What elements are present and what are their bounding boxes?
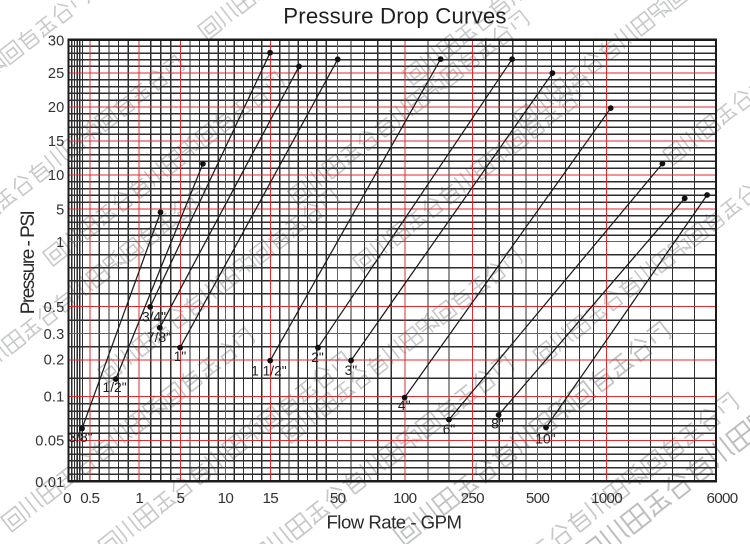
svg-text:1": 1" [174,349,187,364]
svg-text:1/2": 1/2" [103,380,127,395]
svg-text:0.01: 0.01 [35,475,64,491]
svg-text:1: 1 [135,490,143,507]
svg-text:50: 50 [330,490,346,507]
svg-text:15: 15 [48,134,65,150]
svg-text:3/4": 3/4" [142,309,166,324]
svg-text:10": 10" [535,432,555,447]
svg-text:0: 0 [63,490,71,507]
svg-text:0.3: 0.3 [44,327,65,343]
svg-text:Flow Rate - GPM: Flow Rate - GPM [326,512,461,533]
svg-text:1: 1 [56,235,64,251]
svg-text:25: 25 [48,66,65,82]
svg-text:0.2: 0.2 [44,353,65,369]
svg-text:15: 15 [263,490,279,507]
svg-text:7/8": 7/8" [147,330,171,345]
svg-text:2": 2" [311,350,324,365]
svg-text:20: 20 [48,100,65,116]
svg-text:30: 30 [48,33,65,49]
svg-text:0.5: 0.5 [80,490,99,507]
svg-text:5: 5 [56,203,64,219]
svg-text:500: 500 [526,490,549,507]
svg-text:5: 5 [177,490,185,507]
svg-text:Pressure Drop Curves: Pressure Drop Curves [283,4,506,29]
svg-text:3/8": 3/8" [68,430,92,445]
svg-text:250: 250 [461,490,484,507]
svg-text:8": 8" [491,416,504,431]
svg-text:0.5: 0.5 [44,300,65,316]
svg-text:10: 10 [218,490,234,507]
svg-text:3": 3" [345,363,358,378]
svg-text:1000: 1000 [591,490,622,507]
svg-text:1 1/2": 1 1/2" [251,363,287,378]
svg-text:0.05: 0.05 [35,434,64,450]
svg-text:6000: 6000 [707,490,738,507]
svg-text:0.1: 0.1 [44,389,65,405]
svg-text:4": 4" [398,398,411,413]
svg-text:10: 10 [48,168,65,184]
svg-text:Pressure - PSI: Pressure - PSI [18,212,39,315]
svg-text:100: 100 [393,490,416,507]
svg-text:6": 6" [443,422,456,437]
